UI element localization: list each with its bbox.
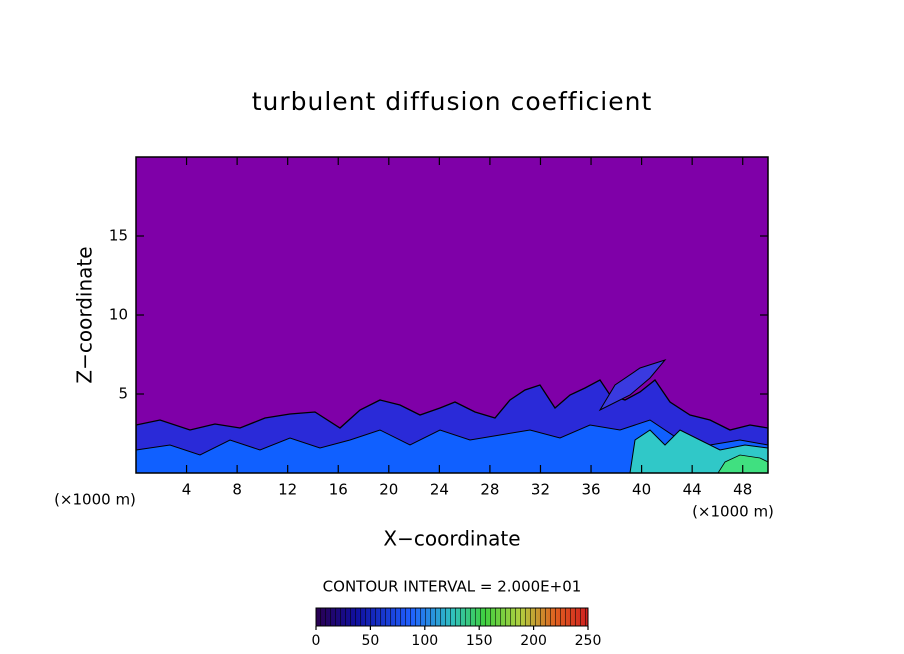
x-tick-label: 44: [683, 481, 702, 499]
x-tick-label: 48: [733, 481, 752, 499]
contour-field: [136, 157, 768, 473]
x-tick-label: 36: [581, 481, 600, 499]
x-tick-label: 28: [480, 481, 499, 499]
x-tick-label: 40: [632, 481, 651, 499]
x-tick-label: 4: [182, 481, 192, 499]
y-tick-label: 10: [109, 306, 128, 324]
field-plume: [598, 359, 667, 412]
y-tick-label: 15: [109, 227, 128, 245]
colorbar-tick-label: 200: [520, 633, 547, 649]
contour-interval: CONTOUR INTERVAL = 2.000E+01: [323, 578, 582, 596]
x-unit-left: (×1000 m): [54, 491, 136, 509]
colorbar-levels: [315, 607, 589, 627]
x-tick-label: 32: [531, 481, 550, 499]
field-peak-patch: [717, 454, 768, 473]
x-tick-label: 8: [232, 481, 242, 499]
colorbar-tick-label: 100: [411, 633, 438, 649]
colorbar-tick-label: 250: [575, 633, 602, 649]
y-axis-label: Z−coordinate: [73, 246, 97, 383]
y-tick-label: 5: [118, 385, 128, 403]
x-tick-label: 20: [379, 481, 398, 499]
x-tick-label: 16: [329, 481, 348, 499]
colorbar-tick-label: 50: [361, 633, 379, 649]
colorbar-tick-label: 150: [466, 633, 493, 649]
x-axis-label: X−coordinate: [383, 527, 520, 551]
chart-title: turbulent diffusion coefficient: [252, 87, 653, 116]
colorbar-tick-label: 0: [312, 633, 321, 649]
x-tick-label: 24: [430, 481, 449, 499]
x-tick-label: 12: [278, 481, 297, 499]
x-unit-right: (×1000 m): [692, 503, 774, 521]
